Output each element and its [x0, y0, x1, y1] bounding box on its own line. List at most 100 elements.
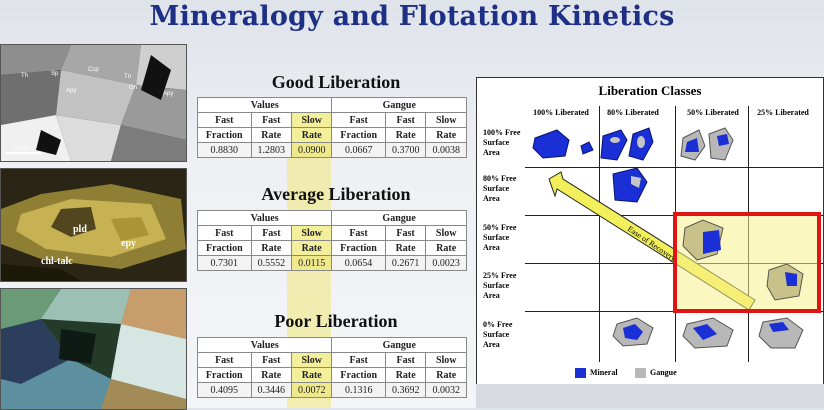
column-header: Slow [290, 112, 333, 128]
table-cell: 0.1316 [331, 382, 386, 398]
table-cell: 0.0023 [425, 255, 467, 271]
values-group-header: Values [196, 337, 333, 353]
column-header: Fast [331, 352, 386, 368]
column-header: Fast [384, 112, 427, 128]
good-liberation-table: Values Gangue Fast Fast Slow Fast Fast S… [196, 97, 467, 158]
column-header: Slow [290, 352, 333, 368]
column-header: Slow [291, 225, 333, 241]
particle [703, 230, 721, 254]
poor-liberation-heading: Poor Liberation [274, 311, 398, 331]
particle [685, 138, 699, 152]
highlight-box [673, 212, 821, 313]
mineral-label: epy [121, 238, 136, 249]
column-header: Rate [290, 127, 333, 143]
column-header: Rate [384, 127, 427, 143]
gangue-swatch [635, 368, 646, 379]
mineral-label: pld [73, 224, 87, 235]
particle [623, 324, 643, 340]
particle [532, 129, 570, 159]
mineral-label: Gn [129, 85, 137, 91]
legend-gangue: Gangue [635, 368, 677, 379]
table-cell: 0.3692 [384, 382, 427, 398]
mineral-label: Tn [124, 74, 131, 80]
gangue-group-header: Gangue [331, 97, 467, 113]
row-label: 100% Free Surface Area [483, 128, 537, 158]
particle [785, 272, 797, 286]
row-label-line: 50% Free [483, 223, 517, 232]
column-header: Fraction [331, 127, 386, 143]
column-header: Rate [425, 240, 467, 256]
values-group-header: Values [196, 97, 333, 113]
table-cell: 0.5552 [250, 255, 293, 271]
column-label: 50% Liberated [687, 108, 739, 117]
row-label-line: 25% Free [483, 271, 517, 280]
column-header: Fast [250, 352, 292, 368]
particle [610, 137, 620, 143]
table-cell: 0.2671 [384, 255, 427, 271]
column-header: Fast [197, 352, 252, 368]
table-cell: 0.7301 [197, 255, 252, 271]
column-header: Rate [425, 127, 467, 143]
row-label-line: Surface [483, 330, 510, 339]
table-cell: 0.0115 [291, 255, 333, 271]
table-cell: 1.2803 [250, 142, 292, 158]
grid-line [599, 106, 600, 362]
table-cell: 0.0900 [290, 142, 333, 158]
particle [631, 176, 641, 188]
column-header: Rate [384, 367, 427, 383]
column-header: Slow [425, 112, 467, 128]
column-header: Rate [290, 367, 333, 383]
column-header: Rate [384, 240, 427, 256]
column-header: Rate [250, 240, 293, 256]
column-header: Fast [197, 225, 252, 241]
column-header: Slow [425, 225, 467, 241]
column-header: Fast [384, 352, 427, 368]
column-label: 25% Liberated [757, 108, 809, 117]
table-cell: 0.0032 [425, 382, 467, 398]
column-header: Fast [250, 112, 292, 128]
micrograph-average-liberation: pld epy chl-talc [0, 168, 187, 282]
column-header: Rate [250, 367, 292, 383]
values-group-header: Values [196, 210, 333, 226]
row-label-line: Surface [483, 184, 510, 193]
particle [766, 263, 804, 301]
mineral-label: Apy [66, 88, 76, 94]
average-liberation-heading: Average Liberation [261, 184, 411, 204]
table-cell: 0.0038 [425, 142, 467, 158]
particle [612, 167, 648, 203]
legend-mineral: Mineral [575, 368, 618, 379]
column-header: Fast [331, 225, 386, 241]
poor-liberation-table: Values Gangue Fast Fast Slow Fast Fast S… [196, 337, 467, 398]
liberation-classes-title: Liberation Classes [598, 83, 702, 98]
micrograph-poor-liberation [0, 288, 187, 410]
table-cell: 0.3700 [384, 142, 427, 158]
row-label-line: Area [483, 291, 500, 300]
column-header: Fraction [197, 127, 252, 143]
column-header: Fraction [197, 367, 252, 383]
column-header: Rate [425, 367, 467, 383]
table-cell: 0.4095 [197, 382, 252, 398]
highlight-particles [682, 219, 804, 301]
column-header: Fast [197, 112, 252, 128]
column-header: Rate [291, 240, 333, 256]
scale-bar-label: 100 μm [13, 146, 30, 152]
column-header: Fraction [331, 240, 386, 256]
mineral-label: Sp [51, 71, 59, 77]
column-header: Fraction [197, 240, 252, 256]
row-label-line: Surface [483, 281, 510, 290]
row-label-line: 100% Free [483, 128, 521, 137]
column-label: 100% Liberated [533, 108, 589, 117]
particle [600, 129, 628, 161]
gangue-group-header: Gangue [331, 337, 467, 353]
column-header: Rate [250, 127, 292, 143]
row-label: 50% Free Surface Area [483, 223, 537, 253]
micrograph-good-liberation: Th Sp Ccp Tn Gn Apy Apy 100 μm [0, 44, 187, 162]
row-label-line: Surface [483, 138, 510, 147]
table-cell: 0.0072 [290, 382, 333, 398]
grid-line [525, 167, 823, 168]
legend-mineral-label: Mineral [590, 368, 618, 377]
legend-gangue-label: Gangue [650, 368, 677, 377]
column-header: Slow [425, 352, 467, 368]
row-label-line: Surface [483, 233, 510, 242]
row-label: 0% Free Surface Area [483, 320, 537, 350]
